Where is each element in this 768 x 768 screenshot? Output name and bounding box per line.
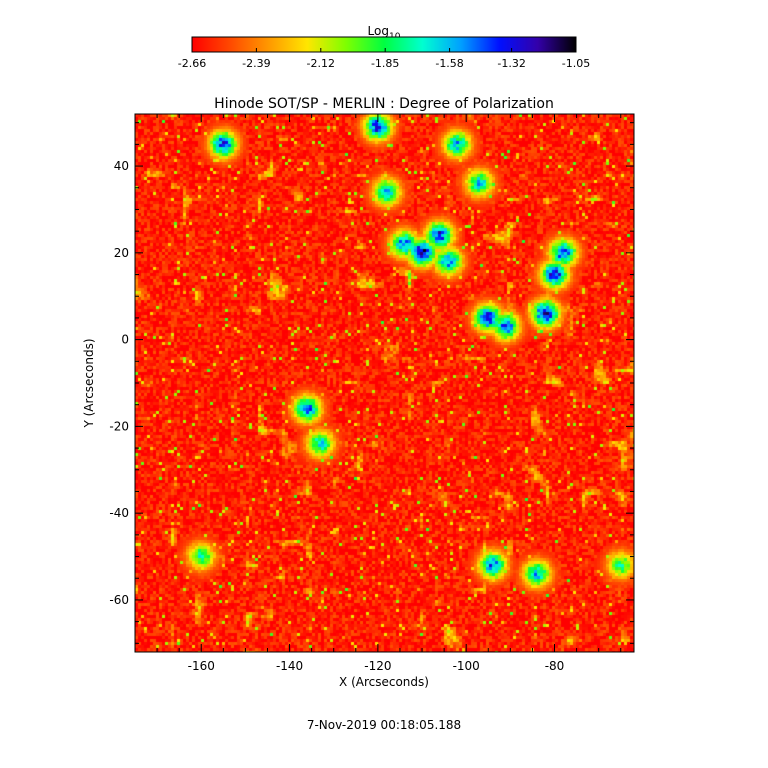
y-tick-label: 40: [114, 159, 129, 173]
x-tick-label: -80: [545, 659, 565, 673]
colorbar-tick-label: -2.12: [307, 57, 335, 70]
colorbar-ticks: -2.66 -2.39 -2.12 -1.85 -1.58 -1.32 -1.05: [178, 48, 590, 70]
colorbar: Log10 -2.66-2.39-2.12-1.85-1.58-1.32-1.0…: [178, 24, 590, 70]
y-tick-label: -60: [109, 593, 129, 607]
y-axis-label: Y (Arcseconds): [82, 338, 96, 428]
plot-area: -160 -140 -120 -100 -80 -60 -40 -20 0 20 40: [109, 113, 635, 673]
y-tick-label: -40: [109, 506, 129, 520]
colorbar-tick-label: -1.05: [562, 57, 590, 70]
colorbar-tick-label: -1.58: [435, 57, 463, 70]
colorbar-tick-label: -1.85: [371, 57, 399, 70]
y-axis-ticks: -60 -40 -20 0 20 40: [109, 122, 634, 644]
heatmap-image: [135, 114, 634, 652]
x-tick-label: -140: [276, 659, 303, 673]
y-tick-label: -20: [109, 419, 129, 433]
colorbar-tick-label: -2.66: [178, 57, 206, 70]
x-tick-label: -120: [364, 659, 391, 673]
x-tick-label: -100: [453, 659, 480, 673]
x-axis-label: X (Arcseconds): [339, 675, 429, 689]
y-tick-label: 20: [114, 246, 129, 260]
colorbar-tick-label: -2.39: [242, 57, 270, 70]
colorbar-tick-label: -1.32: [497, 57, 525, 70]
timestamp: 7-Nov-2019 00:18:05.188: [307, 718, 461, 732]
colorbar-label-main: Log: [368, 24, 389, 38]
chart-title: Hinode SOT/SP - MERLIN : Degree of Polar…: [214, 96, 554, 112]
y-tick-label: 0: [121, 333, 129, 347]
colorbar-gradient: [191, 36, 577, 53]
x-axis-ticks: -160 -140 -120 -100 -80: [156, 114, 622, 673]
x-tick-label: -160: [188, 659, 215, 673]
